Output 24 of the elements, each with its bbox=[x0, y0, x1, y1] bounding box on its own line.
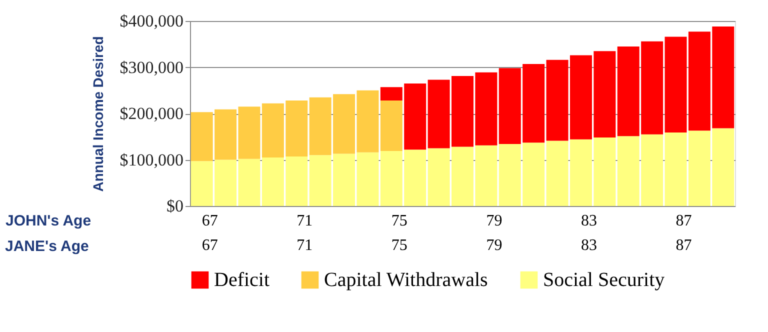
text: 83 bbox=[580, 237, 597, 254]
legend-label: Social Security bbox=[543, 269, 665, 291]
y-tick-label: $0 bbox=[166, 196, 184, 216]
x-tick-label: 83 bbox=[580, 212, 597, 230]
x-tick-label: 75 bbox=[391, 212, 408, 230]
text: JANE's Age bbox=[5, 238, 89, 255]
x-axis-title: JOHN's Age bbox=[6, 212, 92, 230]
text: 71 bbox=[296, 237, 313, 254]
y-axis-title: Annual Income Desired bbox=[90, 36, 106, 192]
x-tick-label: 71 bbox=[296, 212, 313, 230]
y-tick-label: $300,000 bbox=[120, 58, 184, 77]
x-tick-label: 79 bbox=[486, 212, 502, 230]
text: 87 bbox=[676, 237, 692, 254]
x-tick-label: 67 bbox=[202, 212, 218, 230]
y-tick-label: $400,000 bbox=[120, 12, 184, 30]
x-tick-label: 87 bbox=[676, 212, 692, 230]
legend-label: Capital Withdrawals bbox=[324, 269, 488, 291]
text: 75 bbox=[391, 237, 408, 254]
legend-label: Deficit bbox=[214, 269, 270, 291]
text: 79 bbox=[486, 237, 502, 254]
text: 67 bbox=[202, 237, 218, 254]
y-tick-label: $100,000 bbox=[120, 150, 184, 170]
bar bbox=[380, 100, 402, 151]
y-tick-label: $200,000 bbox=[120, 104, 184, 123]
